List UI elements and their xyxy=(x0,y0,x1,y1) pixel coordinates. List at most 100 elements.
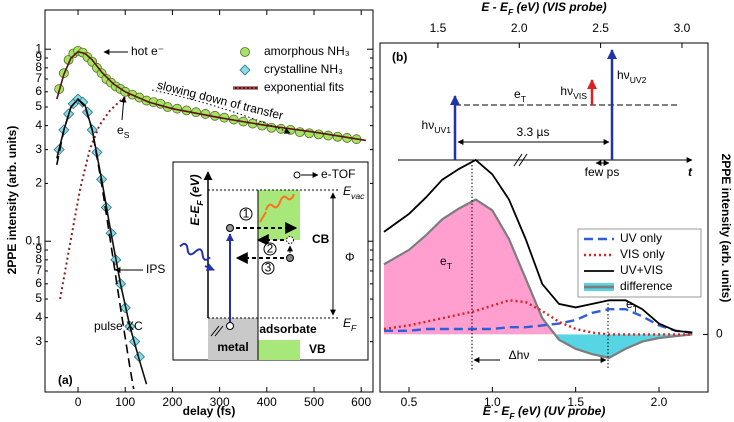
y-tick-label: 9 xyxy=(35,50,42,64)
data-line xyxy=(56,97,135,390)
legend-label: VIS only xyxy=(620,247,665,261)
y-tick-label: 5 xyxy=(35,291,42,305)
legend-label: difference xyxy=(620,279,673,293)
x-tick-label: 0.5 xyxy=(401,395,418,409)
y-tick-label: 4 xyxy=(35,310,42,324)
y-tick-label: 2 xyxy=(35,176,42,190)
step-circle xyxy=(261,261,275,275)
x2-axis-label-part: E - E xyxy=(481,0,509,14)
data-point xyxy=(304,128,315,139)
timing-label: few ps xyxy=(585,165,620,179)
timing-label-part: hν xyxy=(617,68,630,82)
timing-label: t xyxy=(688,165,693,179)
data-point xyxy=(266,122,277,133)
data-line xyxy=(384,308,693,334)
inset-label-part: E xyxy=(343,184,352,198)
x-axis-label-part: F xyxy=(509,411,515,421)
inset-label: CB xyxy=(312,232,330,246)
y-tick-label: 7 xyxy=(35,263,42,277)
inset-label-part: F xyxy=(195,200,205,206)
x-tick-label: 100 xyxy=(115,395,135,409)
x-tick-label: 600 xyxy=(351,395,371,409)
x-tick-label: 2.0 xyxy=(651,395,668,409)
difference-fill xyxy=(384,334,693,358)
step-label: 3 xyxy=(265,261,272,275)
electron xyxy=(293,171,301,179)
break-mark xyxy=(513,153,528,167)
electron xyxy=(286,254,294,262)
x2-axis-label: E - EF (eV) (VIS probe) xyxy=(481,0,606,17)
y-tick-label: 6 xyxy=(35,276,42,290)
y-tick-label: 1 xyxy=(35,41,42,55)
timing-label-part: hν xyxy=(422,118,435,132)
y-tick-label: 5 xyxy=(35,99,42,113)
data-line xyxy=(383,198,693,359)
y-tick-label: 9 xyxy=(35,242,42,256)
annotation: eT xyxy=(626,297,639,314)
inset-label: E-EF (eV) xyxy=(188,174,205,225)
data-point xyxy=(313,129,324,140)
vb-band xyxy=(258,340,300,360)
y-tick-label: 8 xyxy=(35,252,42,266)
x2-axis-label-part: (eV) (VIS probe) xyxy=(513,0,606,14)
timing-label-part: UV2 xyxy=(630,75,647,85)
annotation-arrow xyxy=(120,96,127,121)
photon-vis xyxy=(265,193,295,211)
y-tick-label: 3 xyxy=(35,334,42,348)
timing-label: 3.3 µs xyxy=(517,125,550,139)
y-tick-label: 7 xyxy=(35,71,42,85)
electron xyxy=(286,236,294,244)
y-tick-label: 6 xyxy=(35,84,42,98)
annotation: hot e⁻ xyxy=(131,44,164,58)
y-tick-label: 8 xyxy=(35,60,42,74)
annotation-part: T xyxy=(633,304,639,314)
data-line xyxy=(383,158,693,334)
y-axis-label: 2PPE intensity (arb. units) xyxy=(5,126,19,275)
annotation: eT xyxy=(440,254,453,271)
inset-label-part: E xyxy=(343,316,352,330)
x-axis-label: E - EF (eV) (UV probe) xyxy=(483,404,606,421)
legend-label: UV only xyxy=(620,231,662,245)
annotation: pulse XC xyxy=(94,319,143,333)
legend-marker xyxy=(239,64,251,76)
data-line xyxy=(56,50,367,142)
x2-tick-label: 3.0 xyxy=(674,21,691,35)
x2-tick-label: 2.0 xyxy=(511,21,528,35)
panel-label: (a) xyxy=(58,373,73,387)
timing-label-part: e xyxy=(514,87,521,101)
inset-label: adsorbate xyxy=(259,322,317,336)
step-circle xyxy=(263,242,277,256)
inset-label-part: (eV) xyxy=(188,174,202,200)
inset-label: VB xyxy=(309,342,326,356)
electron xyxy=(226,224,234,232)
plot-frame xyxy=(379,42,709,393)
y-tick-label: 0.1 xyxy=(25,233,42,247)
x2-tick-label: 2.5 xyxy=(592,21,609,35)
inset-label: metal xyxy=(217,340,248,354)
annotation: IPS xyxy=(146,262,165,276)
plot-area xyxy=(383,158,693,359)
difference-fill xyxy=(384,199,693,335)
x-tick-label: 0 xyxy=(75,395,82,409)
data-point xyxy=(276,123,286,134)
timing-label: eT xyxy=(514,87,527,104)
x2-tick-label: 1.5 xyxy=(430,21,447,35)
x-axis-label-part: (eV) (UV probe) xyxy=(515,404,606,418)
photon-vis-arrow xyxy=(259,211,267,223)
x-tick-label: 200 xyxy=(162,395,182,409)
x2-axis-label-part: F xyxy=(508,7,514,17)
data-line xyxy=(59,93,131,300)
x-tick-label: 1.5 xyxy=(567,395,584,409)
plot-frame xyxy=(44,9,374,393)
timing-label: hνVIS xyxy=(560,84,587,101)
timing-label: hνUV2 xyxy=(617,68,647,85)
annotation-part: e xyxy=(117,123,124,137)
plot-area xyxy=(53,45,367,390)
timing-label: hνUV1 xyxy=(422,118,452,135)
timing-label-part: hν xyxy=(560,84,573,98)
x-tick-label: 1.0 xyxy=(484,395,501,409)
break-mark xyxy=(210,325,224,337)
annotation-part: T xyxy=(447,261,453,271)
inset-label-part: F xyxy=(351,323,357,333)
